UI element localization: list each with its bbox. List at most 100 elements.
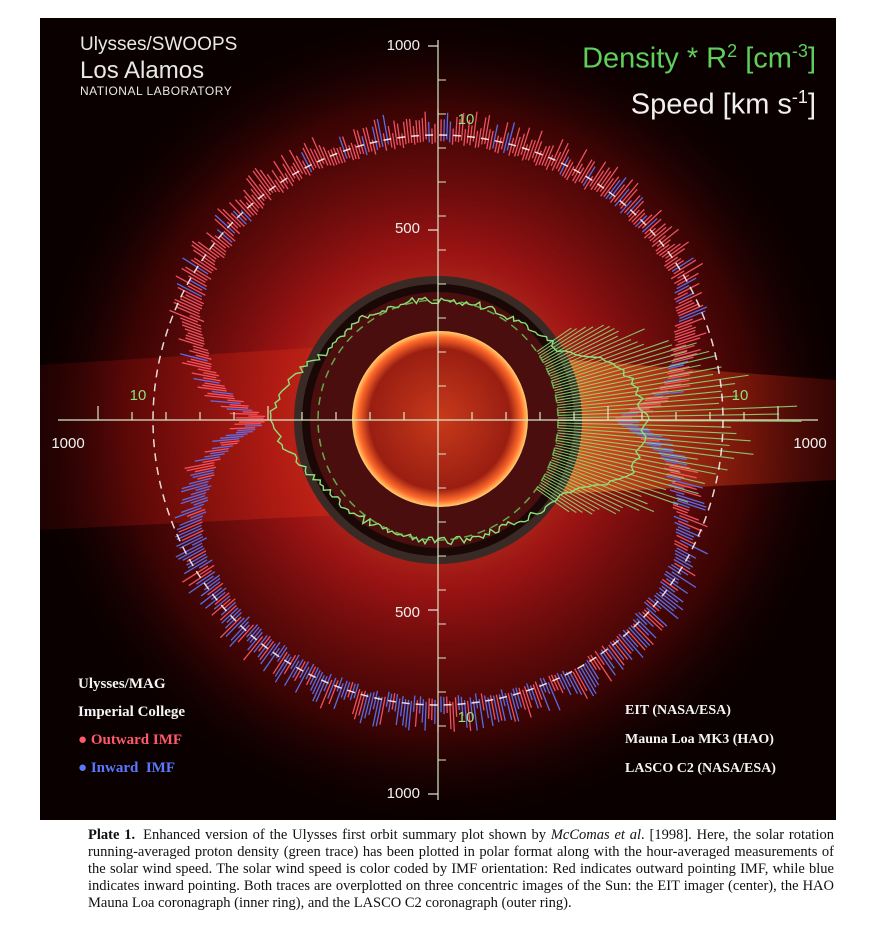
speed-trace-segment (672, 504, 690, 512)
speed-trace-segment (200, 581, 221, 597)
speed-trace-segment (466, 700, 472, 731)
speed-trace-segment (609, 184, 626, 203)
speed-trace-segment (191, 240, 217, 260)
speed-trace-segment (190, 358, 212, 366)
speed-trace-segment (665, 258, 682, 269)
speed-trace-segment (260, 643, 277, 665)
speed-trace-segment (669, 370, 693, 377)
speed-trace-segment (195, 354, 212, 360)
speed-trace-segment (642, 400, 669, 404)
speed-trace-segment (454, 116, 458, 142)
speed-trace-segment (677, 526, 701, 538)
speed-trace-segment (234, 199, 252, 218)
density-spike (552, 344, 673, 384)
speed-trace-segment (665, 241, 690, 259)
speed-trace-segment (176, 527, 203, 541)
density-spike (536, 327, 572, 353)
speed-trace-segment (187, 332, 205, 340)
speed-trace-segment (661, 454, 688, 461)
speed-trace-segment (587, 655, 597, 670)
speed-trace-segment (494, 135, 500, 153)
speed-trace-segment (624, 195, 641, 214)
speed-trace-segment (632, 623, 654, 646)
speed-trace-segment (243, 636, 264, 661)
speed-trace-segment (379, 696, 386, 725)
speed-trace-segment (359, 693, 369, 724)
speed-trace-segment (637, 214, 653, 229)
speed-trace-segment (199, 564, 215, 576)
speed-trace-segment (674, 542, 688, 552)
speed-trace-segment (193, 499, 209, 506)
speed-trace-segment (368, 692, 375, 716)
speed-trace-segment (246, 626, 260, 642)
speed-trace-segment (226, 408, 253, 411)
speed-trace-segment (572, 163, 583, 182)
mag-title: Ulysses/MAG (78, 676, 166, 692)
speed-trace-segment (533, 141, 543, 163)
speed-trace-segment (664, 467, 680, 472)
speed-trace-segment (487, 697, 494, 726)
speed-trace-segment (207, 582, 224, 596)
speed-trace-segment (620, 188, 638, 209)
speed-trace-segment (622, 634, 644, 658)
speed-trace-segment (181, 480, 209, 490)
speed-trace-segment (463, 700, 468, 728)
density-spike (548, 339, 632, 375)
speed-trace-segment (626, 427, 649, 430)
speed-trace-segment (654, 594, 675, 612)
speed-trace-segment (292, 162, 303, 179)
speed-trace-segment (561, 159, 572, 177)
density-tick-label-10-top: 10 (458, 111, 475, 128)
speed-trace-segment (353, 691, 363, 720)
speed-trace-segment (608, 177, 627, 200)
speed-trace-segment (181, 321, 202, 330)
speed-trace-segment (182, 257, 209, 275)
speed-trace-segment (220, 435, 244, 439)
speed-trace-segment (655, 592, 677, 610)
speed-trace-segment (481, 117, 487, 145)
density-spike (550, 343, 645, 380)
speed-label: Speed [km s (630, 88, 792, 121)
speed-trace-segment (621, 425, 639, 427)
speed-trace-segment (560, 673, 572, 696)
speed-trace-segment (191, 372, 217, 379)
density-spike (557, 382, 736, 406)
speed-trace-segment (322, 146, 332, 166)
speed-trace-segment (276, 647, 288, 662)
speed-trace-segment (666, 462, 690, 469)
speed-trace-segment (495, 694, 503, 721)
speed-trace-segment (179, 536, 204, 549)
speed-trace-segment (460, 112, 465, 141)
speed-trace-segment (394, 693, 399, 712)
speed-trace-segment (677, 262, 703, 279)
caption-text-before: Enhanced version of the Ulysses first or… (143, 827, 551, 843)
density-spike (553, 452, 699, 495)
speed-trace-segment (648, 223, 666, 239)
speed-trace-segment (185, 294, 205, 305)
speed-trace-segment (632, 618, 650, 636)
speed-trace-segment (480, 693, 485, 711)
speed-trace-segment (210, 450, 229, 455)
speed-trace-segment (251, 194, 264, 209)
speed-trace-segment (183, 559, 208, 575)
speed-trace-segment (356, 130, 365, 155)
speed-trace-segment (235, 431, 253, 434)
density-spike (546, 470, 623, 509)
speed-trace-segment (674, 348, 701, 358)
speed-trace-segment (301, 152, 313, 173)
speed-trace-segment (674, 521, 691, 530)
speed-trace-segment (638, 402, 661, 406)
speed-trace-segment (178, 545, 204, 560)
speed-trace-segment (674, 552, 691, 563)
speed-trace-segment (408, 118, 413, 143)
speed-trace-segment (551, 151, 562, 171)
speed-trace-segment (645, 395, 664, 399)
speed-trace-segment (305, 663, 315, 680)
speed-trace-segment (421, 118, 425, 142)
speed-trace-segment (284, 660, 300, 687)
speed-trace-segment (615, 638, 633, 661)
speed-trace-segment (364, 692, 372, 719)
speed-trace-segment (674, 329, 696, 339)
mauna-loa-credit: Mauna Loa MK3 (HAO) (625, 732, 774, 747)
speed-trace-segment (169, 309, 199, 323)
